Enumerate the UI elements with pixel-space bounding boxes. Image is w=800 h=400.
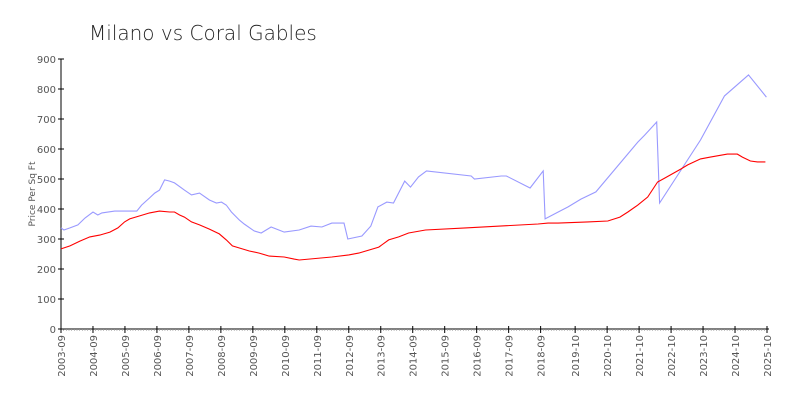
y-tick-label: 100	[37, 295, 56, 306]
chart-title: Milano vs Coral Gables	[89, 21, 317, 45]
y-tick-label: 600	[37, 145, 56, 156]
y-tick-label: 400	[37, 205, 56, 216]
y-tick-label: 700	[37, 115, 56, 126]
x-tick-label: 2019-10	[571, 335, 582, 377]
x-tick-label: 2023-10	[699, 335, 710, 377]
y-tick-label: 200	[37, 265, 56, 276]
x-tick-label: 2016-09	[473, 335, 484, 377]
x-tick-label: 2018-09	[537, 335, 548, 377]
x-tick-label: 2004-09	[89, 335, 100, 377]
x-tick-label: 2009-09	[249, 335, 260, 377]
y-tick-label: 900	[37, 55, 56, 66]
x-tick-label: 2005-09	[121, 335, 132, 377]
x-tick-label: 2007-09	[185, 335, 196, 377]
x-tick-label: 2010-09	[281, 335, 292, 377]
x-tick-label: 2013-09	[377, 335, 388, 377]
x-tick-label: 2021-10	[635, 335, 646, 377]
x-tick-label: 2012-09	[345, 335, 356, 377]
y-tick-label: 500	[37, 175, 56, 186]
x-tick-label: 2024-10	[731, 335, 742, 377]
series-line-milano	[60, 74, 767, 240]
x-tick-label: 2006-09	[153, 335, 164, 377]
y-tick-label: 300	[37, 235, 56, 246]
x-tick-label: 2022-10	[667, 335, 678, 377]
x-tick-label: 2017-09	[505, 335, 516, 377]
y-tick-label: 800	[37, 85, 56, 96]
x-tick-label: 2008-09	[217, 335, 228, 377]
x-tick-label: 2014-09	[409, 335, 420, 377]
x-tick-label: 2003-09	[57, 335, 68, 377]
x-tick-label: 2025-10	[763, 335, 774, 377]
x-tick-label: 2015-09	[441, 335, 452, 377]
x-tick-label: 2011-09	[313, 335, 324, 377]
series-line-coral-gables	[60, 153, 766, 261]
y-axis-label: Price Per Sq Ft	[28, 161, 38, 226]
x-tick-label: 2020-10	[603, 335, 614, 377]
y-tick-label: 0	[50, 325, 56, 336]
